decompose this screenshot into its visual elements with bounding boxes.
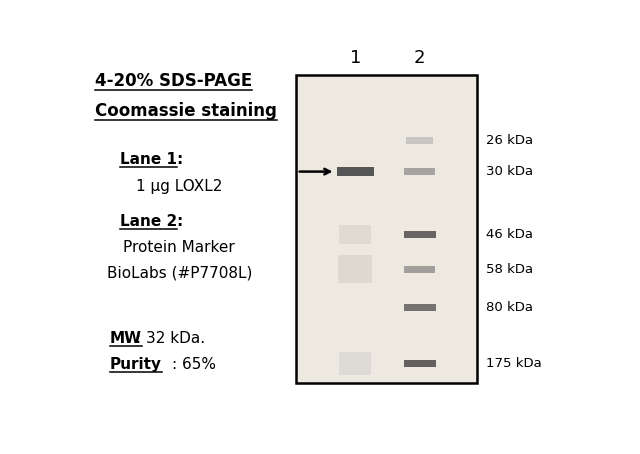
Bar xyxy=(339,256,372,283)
Text: 4-20% SDS-PAGE: 4-20% SDS-PAGE xyxy=(95,72,252,90)
Bar xyxy=(404,266,435,273)
Text: 58 kDa: 58 kDa xyxy=(486,263,533,276)
Bar xyxy=(406,137,433,143)
Bar xyxy=(296,75,477,383)
Text: 30 kDa: 30 kDa xyxy=(486,165,533,178)
Text: 46 kDa: 46 kDa xyxy=(486,228,532,241)
Text: Lane 2: Lane 2 xyxy=(120,213,177,228)
Text: 1 μg LOXL2: 1 μg LOXL2 xyxy=(136,178,222,193)
Bar xyxy=(339,352,371,375)
Text: Lane 1: Lane 1 xyxy=(120,153,177,168)
Bar xyxy=(337,167,374,176)
Bar xyxy=(339,225,371,244)
Text: : 32 kDa.: : 32 kDa. xyxy=(136,331,205,345)
Text: : 65%: : 65% xyxy=(172,357,216,372)
Text: :: : xyxy=(177,213,183,228)
Text: 80 kDa: 80 kDa xyxy=(486,301,532,315)
Text: 2: 2 xyxy=(414,49,426,67)
Text: BioLabs (#P7708L): BioLabs (#P7708L) xyxy=(106,266,252,281)
Text: Purity: Purity xyxy=(110,357,162,372)
Bar xyxy=(404,168,435,175)
Text: MW: MW xyxy=(110,331,142,345)
Text: :: : xyxy=(177,153,183,168)
Bar xyxy=(404,231,436,238)
Text: 26 kDa: 26 kDa xyxy=(486,133,533,147)
Text: 1: 1 xyxy=(349,49,361,67)
Text: 175 kDa: 175 kDa xyxy=(486,357,541,370)
Text: Protein Marker: Protein Marker xyxy=(124,240,235,255)
Bar xyxy=(404,305,436,311)
Bar xyxy=(404,360,436,367)
Text: Coomassie staining: Coomassie staining xyxy=(95,102,276,120)
